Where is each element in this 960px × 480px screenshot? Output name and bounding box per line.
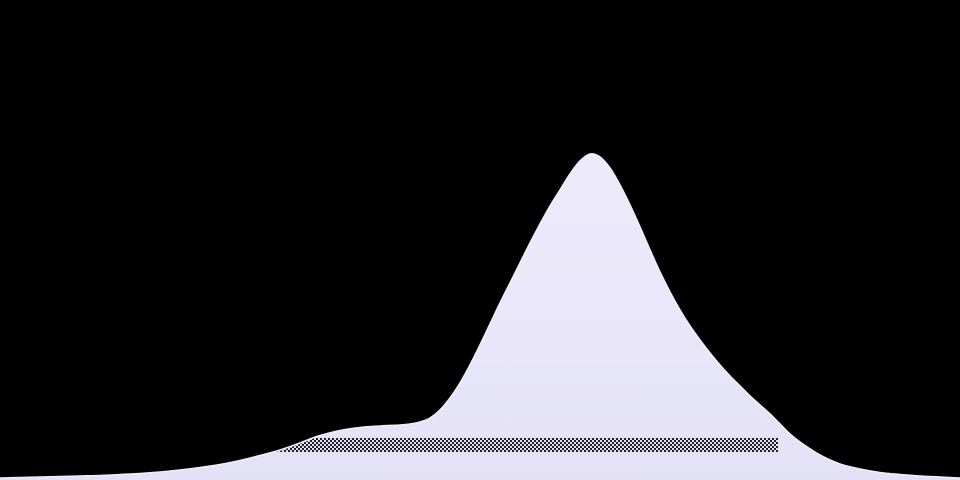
dither-band-fill <box>273 438 778 452</box>
density-area-fill <box>0 153 960 480</box>
dither-band-group <box>273 438 778 452</box>
density-curve-stroke <box>0 153 960 479</box>
